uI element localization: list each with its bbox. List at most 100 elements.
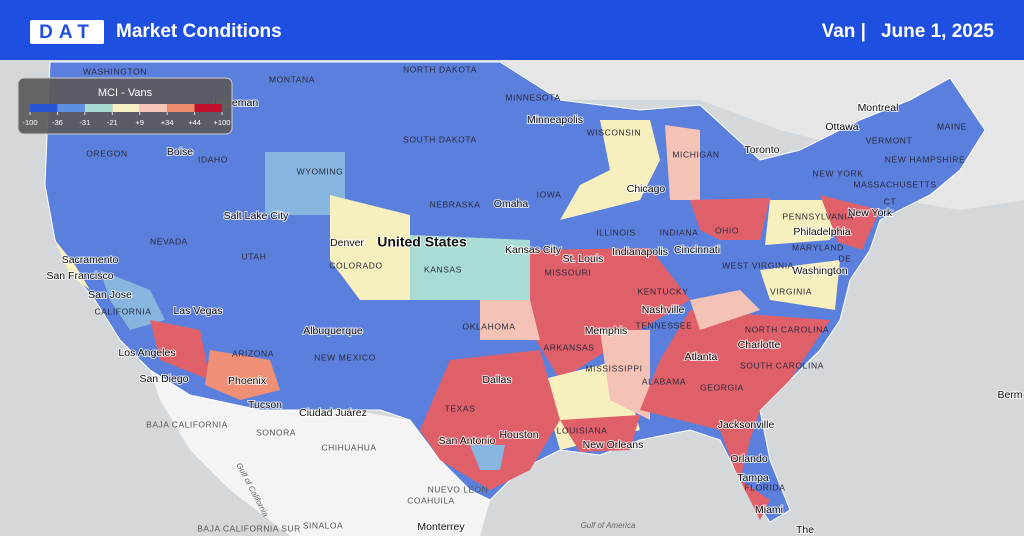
- legend-swatch: [112, 104, 140, 112]
- canada: [0, 60, 1024, 210]
- map-label: Nashville: [642, 304, 685, 316]
- legend: MCI - Vans -100 -36 -31 -21 +9 +34 +44 +100: [17, 77, 233, 135]
- map-label: Memphis: [585, 325, 628, 337]
- map-label: ALABAMA: [642, 376, 686, 386]
- map-label: NEVADA: [150, 236, 188, 246]
- map-label: Kansas City: [505, 244, 562, 256]
- region: [330, 195, 410, 300]
- map-label: Philadelphia: [793, 226, 850, 238]
- map-label: Chicago: [627, 183, 666, 195]
- map-label: Phoenix: [228, 375, 267, 387]
- map-label: Monterrey: [417, 521, 465, 533]
- map-label: NORTH DAKOTA: [403, 64, 477, 74]
- map-label: LOUISIANA: [557, 425, 608, 435]
- map-label: VIRGINIA: [770, 286, 812, 296]
- map-label: NEW YORK: [813, 168, 864, 178]
- legend-swatch: [84, 104, 113, 112]
- map-label: Dallas: [482, 374, 511, 386]
- region: [640, 310, 830, 520]
- region: [480, 300, 540, 340]
- region: [410, 235, 530, 300]
- region: [765, 200, 840, 245]
- legend-tick-label: +34: [161, 118, 174, 127]
- map-label: Denver: [330, 237, 364, 249]
- region: [600, 330, 650, 420]
- map-label: NEW MEXICO: [314, 352, 376, 362]
- mexico: [150, 370, 490, 536]
- map-label: VERMONT: [866, 135, 913, 145]
- map-label: CHIHUAHUA: [321, 442, 376, 452]
- legend-swatch: [194, 104, 222, 112]
- map-label: INDIANA: [660, 227, 699, 237]
- region: [420, 350, 560, 490]
- map-label: TENNESSEE: [636, 320, 693, 330]
- map-label: BAJA CALIFORNIA SUR: [197, 523, 301, 533]
- map-label: WISCONSIN: [587, 127, 642, 137]
- map-label: UTAH: [242, 251, 267, 261]
- equipment: Van |: [822, 21, 866, 42]
- header-title: Market Conditions: [116, 21, 282, 42]
- map-label: GEORGIA: [700, 382, 744, 392]
- legend-title: MCI - Vans: [98, 87, 153, 99]
- region: [760, 260, 840, 310]
- region: [55, 240, 90, 290]
- map-label: MICHIGAN: [672, 149, 719, 159]
- map-label: MISSOURI: [545, 267, 592, 277]
- region: [205, 350, 280, 400]
- map-label: New Orleans: [583, 439, 644, 451]
- region: [820, 195, 880, 250]
- legend-tick-label: -36: [52, 118, 63, 127]
- map-label: New York: [848, 207, 893, 219]
- map-label: Indianapolis: [612, 246, 668, 258]
- map-label: Miami: [755, 504, 783, 516]
- map-label: WEST VIRGINIA: [722, 260, 794, 270]
- map-label: San Jose: [88, 289, 132, 301]
- map-label: NEBRASKA: [429, 199, 480, 209]
- map-label: IOWA: [537, 189, 562, 199]
- legend-swatch: [30, 104, 58, 112]
- region: [690, 290, 760, 330]
- map-label: MAINE: [937, 121, 967, 131]
- map-label: Las Vegas: [173, 305, 222, 317]
- date: June 1, 2025: [881, 21, 994, 42]
- region: [560, 415, 640, 452]
- map-label: Charlotte: [738, 339, 781, 351]
- map-label: Albuquerque: [303, 325, 363, 337]
- map-label: CALIFORNIA: [94, 306, 151, 316]
- legend-swatch: [167, 104, 195, 112]
- map-label: ILLINOIS: [596, 227, 636, 237]
- legend-tick-label: +44: [188, 118, 201, 127]
- map-label: San Diego: [139, 373, 188, 385]
- map-label: SOUTH CAROLINA: [740, 360, 824, 370]
- map-label: SONORA: [256, 427, 296, 437]
- map-label: Orlando: [730, 453, 768, 465]
- map-label: NEW HAMPSHIRE: [885, 154, 966, 164]
- region: [560, 120, 660, 220]
- map-label: MISSISSIPPI: [585, 363, 642, 373]
- map-label: Ciudad Juárez: [299, 407, 367, 419]
- map-label: ARKANSAS: [543, 342, 594, 352]
- region: [150, 320, 210, 380]
- map-label: CT: [884, 196, 897, 206]
- map-label: Tucson: [248, 399, 282, 411]
- map-label: SINALOA: [303, 520, 343, 530]
- map-label: ARIZONA: [232, 348, 274, 358]
- map-label: Montreal: [858, 102, 899, 114]
- region: [470, 445, 505, 470]
- legend-tick-label: -100: [22, 118, 37, 127]
- legend-swatch: [139, 104, 168, 112]
- region: [665, 125, 700, 200]
- map-label: Tampa: [737, 472, 769, 484]
- map-label: BAJA CALIFORNIA: [146, 419, 228, 429]
- map-label: MINNESOTA: [505, 92, 560, 102]
- map-label: Toronto: [744, 144, 779, 156]
- map-label: OHIO: [715, 225, 739, 235]
- map-label: TEXAS: [445, 403, 476, 413]
- region: [530, 248, 690, 380]
- map-label: PENNSYLVANIA: [782, 211, 853, 221]
- map-label: Sacramento: [62, 254, 119, 266]
- map-label: Boise: [167, 146, 193, 158]
- map-label: Washington: [792, 265, 847, 277]
- map-label: WASHINGTON: [83, 66, 147, 76]
- legend-tick-label: +9: [135, 118, 144, 127]
